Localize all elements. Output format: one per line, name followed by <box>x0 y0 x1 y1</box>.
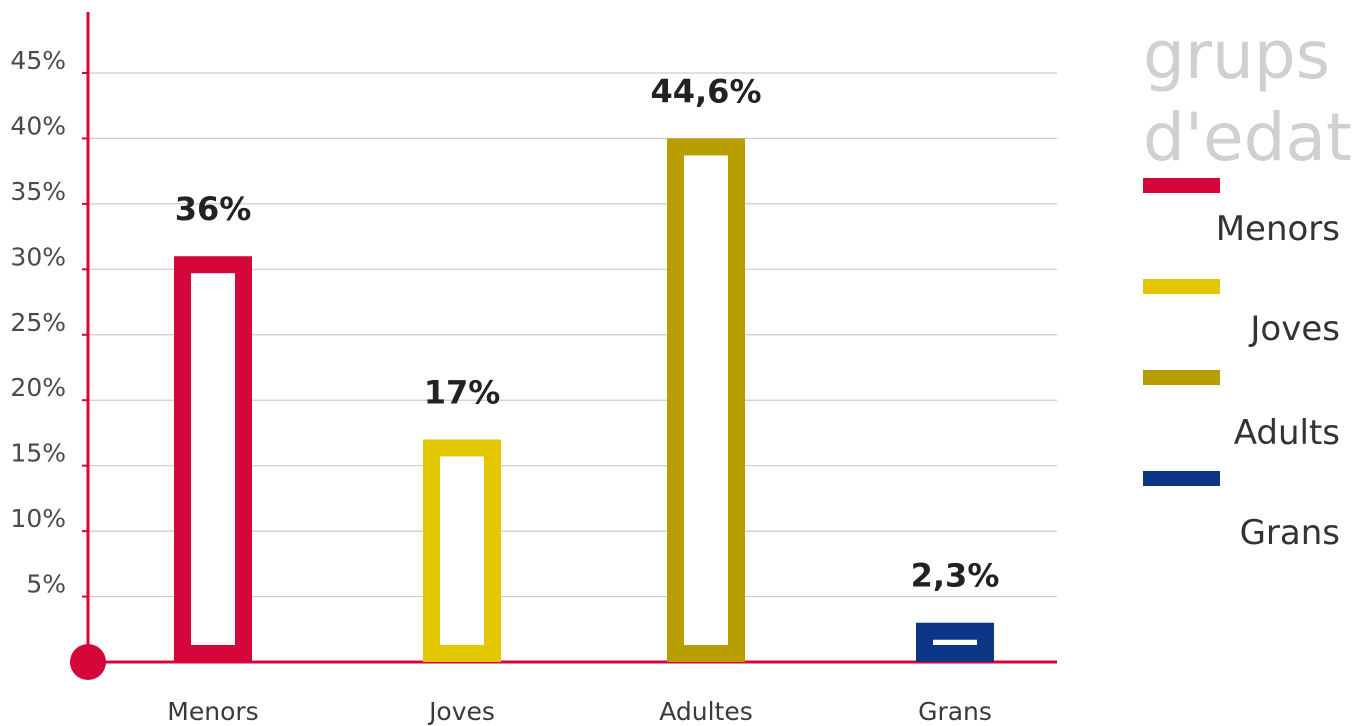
y-tick-label: 25% <box>10 308 66 337</box>
y-tick-label: 20% <box>10 373 66 402</box>
bar-data-label: 2,3% <box>911 557 1000 595</box>
legend-label: Grans <box>1240 513 1340 553</box>
y-tick-label: 35% <box>10 177 66 206</box>
legend-title: grups <box>1143 17 1330 94</box>
y-axis-ticks: 5% 10% 15% 20% 25% 30% 35% 40% 45% <box>10 46 88 599</box>
y-tick-label: 10% <box>10 504 66 533</box>
x-category-label: Adultes <box>659 697 753 726</box>
legend-label: Joves <box>1248 309 1340 349</box>
legend-title: d'edat <box>1143 99 1352 176</box>
legend-swatch <box>1143 178 1220 193</box>
bar <box>916 622 994 663</box>
x-axis-categories: Menors Joves Adultes Grans <box>167 697 992 726</box>
axis-origin-dot <box>70 644 106 680</box>
y-tick-label: 30% <box>10 242 66 271</box>
legend-label: Adults <box>1234 413 1340 453</box>
legend-swatch <box>1143 370 1220 385</box>
bar <box>667 138 745 662</box>
y-tick-label: 5% <box>26 570 66 599</box>
bar <box>423 439 501 662</box>
bar <box>174 256 252 662</box>
bar-data-label: 17% <box>424 373 501 411</box>
y-tick-label: 45% <box>10 46 66 75</box>
data-labels: 36% 17% 44,6% 2,3% <box>175 72 1000 594</box>
y-tick-label: 15% <box>10 439 66 468</box>
bars <box>174 138 994 663</box>
bar-data-label: 44,6% <box>650 72 761 110</box>
legend-swatch <box>1143 471 1220 486</box>
bar-data-label: 36% <box>175 190 252 228</box>
x-category-label: Menors <box>167 697 258 726</box>
x-category-label: Grans <box>918 697 992 726</box>
y-tick-label: 40% <box>10 111 66 140</box>
x-category-label: Joves <box>427 697 495 726</box>
legend-swatch <box>1143 279 1220 294</box>
legend-label: Menors <box>1216 209 1340 249</box>
